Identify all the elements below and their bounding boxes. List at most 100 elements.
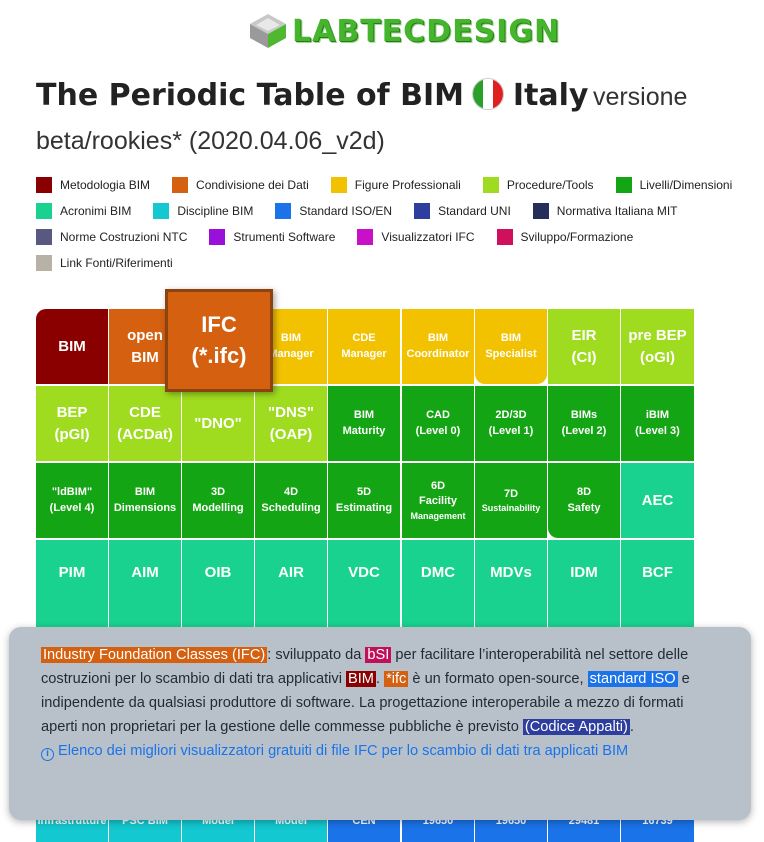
table-element[interactable]: 3D Modelling — [182, 463, 254, 538]
ifc-viewers-link[interactable]: i Elenco dei migliori visualizzatori grat… — [41, 743, 628, 761]
legend-label: Procedure/Tools — [506, 178, 594, 192]
element-label: OIB — [204, 564, 232, 581]
table-element[interactable]: CDE Manager — [328, 309, 400, 384]
legend-item[interactable]: Link Fonti/Riferimenti — [36, 255, 173, 271]
element-label: IDM — [570, 564, 598, 581]
page-title: The Periodic Table of BIM Italy versione… — [36, 76, 736, 165]
legend-item[interactable]: Norme Costruzioni NTC — [36, 229, 187, 245]
legend-label: Discipline BIM — [177, 204, 254, 218]
legend-item[interactable]: Standard ISO/EN — [275, 203, 392, 219]
legend-item[interactable]: Strumenti Software — [209, 229, 335, 245]
table-element[interactable]: 5D Estimating — [328, 463, 400, 538]
legend-swatch — [414, 203, 431, 219]
table-element[interactable]: BIM Maturity — [328, 386, 400, 461]
element-label: (Level 3) — [635, 424, 680, 437]
table-element[interactable]: 6D Facility Management — [402, 463, 474, 538]
legend-label: Livelli/Dimensioni — [639, 178, 733, 192]
logo-text: LABTECDESIGN — [292, 14, 561, 49]
table-element[interactable]: BEP (pGI) — [36, 386, 108, 461]
table-element[interactable]: BIM Coordinator — [402, 309, 474, 384]
legend-item[interactable]: Visualizzatori IFC — [357, 229, 475, 245]
element-label: EIR — [571, 326, 597, 344]
element-tooltip: Industry Foundation Classes (IFC): svilu… — [9, 627, 751, 820]
table-element[interactable]: EIR (CI) — [548, 309, 620, 384]
table-element[interactable]: AEC — [621, 463, 694, 538]
legend-swatch — [153, 203, 170, 219]
title-main: The Periodic Table of BIM — [36, 78, 464, 113]
element-label: AEC — [641, 491, 674, 509]
element-label: Specialist — [485, 347, 537, 360]
legend-item[interactable]: Acronimi BIM — [36, 203, 131, 219]
table-element[interactable]: 2D/3D (Level 1) — [475, 386, 547, 461]
element-label: Sustainability — [481, 502, 541, 513]
legend-item[interactable]: Sviluppo/Formazione — [496, 229, 633, 245]
element-label: AIR — [278, 564, 304, 581]
legend-swatch — [357, 229, 374, 245]
element-label: CDE — [129, 403, 161, 421]
legend: Metodologia BIM Condivisione dei Dati Figu… — [36, 172, 736, 276]
legend-label: Condivisione dei Dati — [196, 178, 309, 192]
table-element[interactable]: "DNS" (OAP) — [255, 386, 327, 461]
table-element[interactable]: BIM — [36, 309, 108, 384]
legend-item[interactable]: Livelli/Dimensioni — [615, 177, 733, 193]
legend-label: Standard ISO/EN — [299, 204, 393, 218]
legend-item[interactable]: Standard UNI — [414, 203, 511, 219]
legend-item[interactable]: Discipline BIM — [153, 203, 253, 219]
element-label: 7D — [503, 487, 519, 500]
element-label: (oGI) — [640, 348, 675, 366]
legend-swatch — [209, 229, 226, 245]
table-element[interactable]: pre BEP (oGI) — [621, 309, 694, 384]
element-label: BIM — [353, 409, 375, 422]
table-element[interactable]: BIM Dimensions — [109, 463, 181, 538]
element-label: BIM — [58, 337, 86, 355]
brand-logo[interactable]: LABTECDESIGN — [0, 8, 764, 52]
table-element[interactable]: 8D Safety — [548, 463, 620, 538]
legend-swatch — [36, 229, 52, 245]
element-label: Safety — [567, 501, 601, 514]
table-element[interactable]: CAD (Level 0) — [402, 386, 474, 461]
table-element[interactable]: BIMs (Level 2) — [548, 386, 620, 461]
table-element[interactable]: BIM Specialist — [475, 309, 547, 384]
element-label: CDE — [352, 332, 376, 345]
legend-item[interactable]: Normativa Italiana MIT — [532, 203, 678, 219]
element-label: 6D — [430, 479, 446, 492]
element-label: BCF — [642, 564, 673, 581]
legend-label: Normativa Italiana MIT — [556, 204, 678, 218]
element-label: BIM — [280, 332, 302, 345]
element-label: BIM — [134, 486, 156, 499]
legend-item[interactable]: Procedure/Tools — [482, 177, 594, 193]
ifc-element-popup[interactable]: IFC (*.ifc) — [165, 289, 273, 392]
element-label: Dimensions — [113, 501, 177, 514]
element-label: (Level 1) — [488, 424, 534, 437]
title-version: versione — [592, 83, 688, 111]
table-element[interactable]: iBIM (Level 3) — [621, 386, 694, 461]
logo-cube-icon — [250, 14, 286, 48]
tooltip-term: Industry Foundation Classes (IFC) — [41, 647, 268, 663]
table-element[interactable]: 4D Scheduling — [255, 463, 327, 538]
element-label: 5D — [356, 486, 372, 499]
element-label: Coordinator — [406, 347, 470, 360]
legend-swatch — [532, 203, 549, 219]
legend-item[interactable]: Figure Professionali — [330, 177, 461, 193]
table-element[interactable]: CDE (ACDat) — [109, 386, 181, 461]
element-label: (OAP) — [269, 425, 313, 443]
element-label: VDC — [348, 564, 380, 581]
title-country: Italy — [512, 78, 589, 113]
element-label: "DNO" — [194, 414, 242, 432]
legend-swatch — [482, 177, 499, 193]
table-element[interactable]: 7D Sustainability — [475, 463, 547, 538]
legend-row: Link Fonti/Riferimenti — [36, 250, 736, 276]
tooltip-text: per facilitare l’interoperabilità nel se… — [41, 647, 689, 687]
element-label: pre BEP — [628, 326, 687, 344]
legend-label: Norme Costruzioni NTC — [60, 230, 188, 244]
legend-item[interactable]: Condivisione dei Dati — [172, 177, 309, 193]
element-label: Estimating — [335, 501, 393, 514]
legend-label: Metodologia BIM — [60, 178, 151, 192]
element-label: 2D/3D — [495, 409, 527, 422]
tooltip-ifc-tag: *ifc — [384, 671, 409, 687]
element-label: AIM — [131, 564, 159, 581]
table-element[interactable]: "ldBIM" (Level 4) — [36, 463, 108, 538]
element-label: Manager — [341, 347, 387, 360]
legend-item[interactable]: Metodologia BIM — [36, 177, 150, 193]
table-element[interactable]: "DNO" — [182, 386, 254, 461]
